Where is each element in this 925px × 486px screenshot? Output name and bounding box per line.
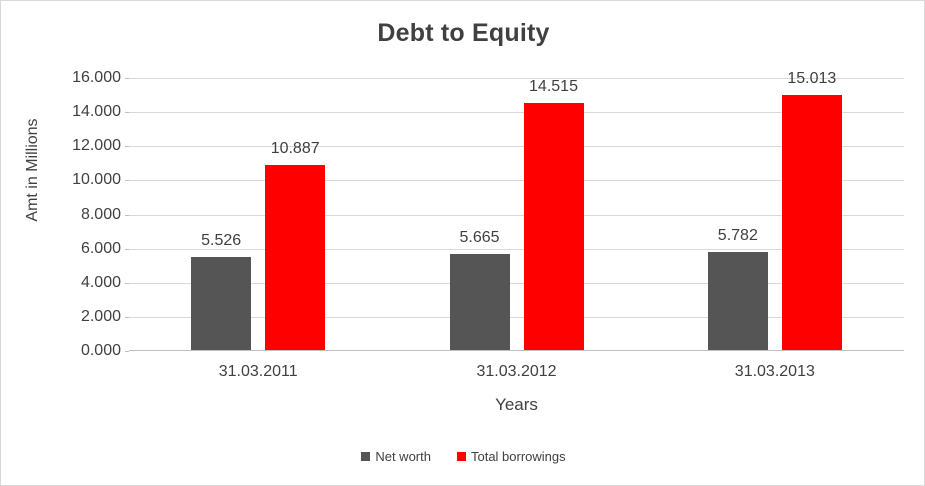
gridline [129, 146, 904, 148]
legend-item-net-worth[interactable]: Net worth [361, 449, 431, 464]
gridline [129, 112, 904, 114]
legend-swatch-icon [361, 452, 371, 461]
gridline [129, 282, 904, 284]
y-axis-tick-label: 16.000 [72, 69, 121, 86]
legend-item-total-borrowings[interactable]: Total borrowings [456, 449, 566, 464]
y-axis-tick-mark [125, 180, 129, 182]
bar-value-label: 10.887 [270, 140, 320, 158]
y-axis-title: Amt in Millions [24, 118, 41, 222]
chart-title: Debt to Equity [377, 19, 550, 47]
y-axis-tick-mark [125, 78, 129, 79]
gridline [129, 316, 904, 318]
y-axis-tick-label: 2.000 [80, 307, 121, 325]
y-axis-tick-mark [125, 146, 129, 148]
bar-net-worth-31.03.2011[interactable] [191, 256, 252, 351]
legend-swatch-icon [456, 452, 466, 461]
bar-value-label: 5.526 [201, 231, 242, 249]
legend-label: Net worth [375, 449, 431, 464]
bar-value-label: 5.782 [717, 227, 758, 245]
legend-label: Total borrowings [470, 449, 566, 464]
plot-area [129, 78, 904, 351]
y-axis-tick-label: 0.000 [80, 342, 121, 359]
bar-value-label: 15.013 [787, 69, 837, 87]
y-axis-tick-label: 10.000 [72, 171, 121, 189]
bar-value-label: 5.665 [459, 229, 500, 247]
y-axis-tick-mark [125, 112, 129, 114]
y-axis-tick-mark [125, 282, 129, 284]
y-axis-tick-label: 6.000 [80, 239, 121, 257]
bar-total-borrowings-31.03.2013[interactable] [781, 94, 842, 351]
x-axis-title: Years [495, 395, 538, 414]
bar-net-worth-31.03.2012[interactable] [449, 254, 510, 351]
x-axis-tick-label: 31.03.2011 [218, 363, 298, 380]
chart-legend: Net worth Total borrowings [1, 449, 924, 464]
gridline [129, 248, 904, 250]
bar-net-worth-31.03.2013[interactable] [707, 252, 768, 351]
y-axis-tick-label: 4.000 [80, 273, 121, 291]
bar-value-label: 14.515 [529, 78, 578, 96]
y-axis-tick-mark [125, 316, 129, 318]
y-axis-tick-mark [125, 214, 129, 216]
x-axis-tick-label: 31.03.2012 [476, 363, 557, 380]
y-axis-tick-label: 14.000 [72, 103, 121, 121]
y-axis-tick-label: 8.000 [80, 205, 121, 223]
y-axis-tick-labels: 16.000 14.000 12.000 10.000 8.000 6.000 4.000 2… [51, 69, 121, 359]
x-axis-tick-label: 31.03.2013 [734, 363, 815, 380]
bar-total-borrowings-31.03.2011[interactable] [265, 165, 326, 351]
y-axis-tick-label: 12.000 [72, 137, 121, 155]
y-axis-tick-mark [125, 248, 129, 250]
gridline [129, 214, 904, 216]
y-axis-tick-mark [125, 351, 129, 352]
bar-total-borrowings-31.03.2012[interactable] [523, 103, 584, 351]
gridline [129, 180, 904, 182]
x-axis-line [129, 350, 904, 351]
gridline [129, 78, 904, 79]
